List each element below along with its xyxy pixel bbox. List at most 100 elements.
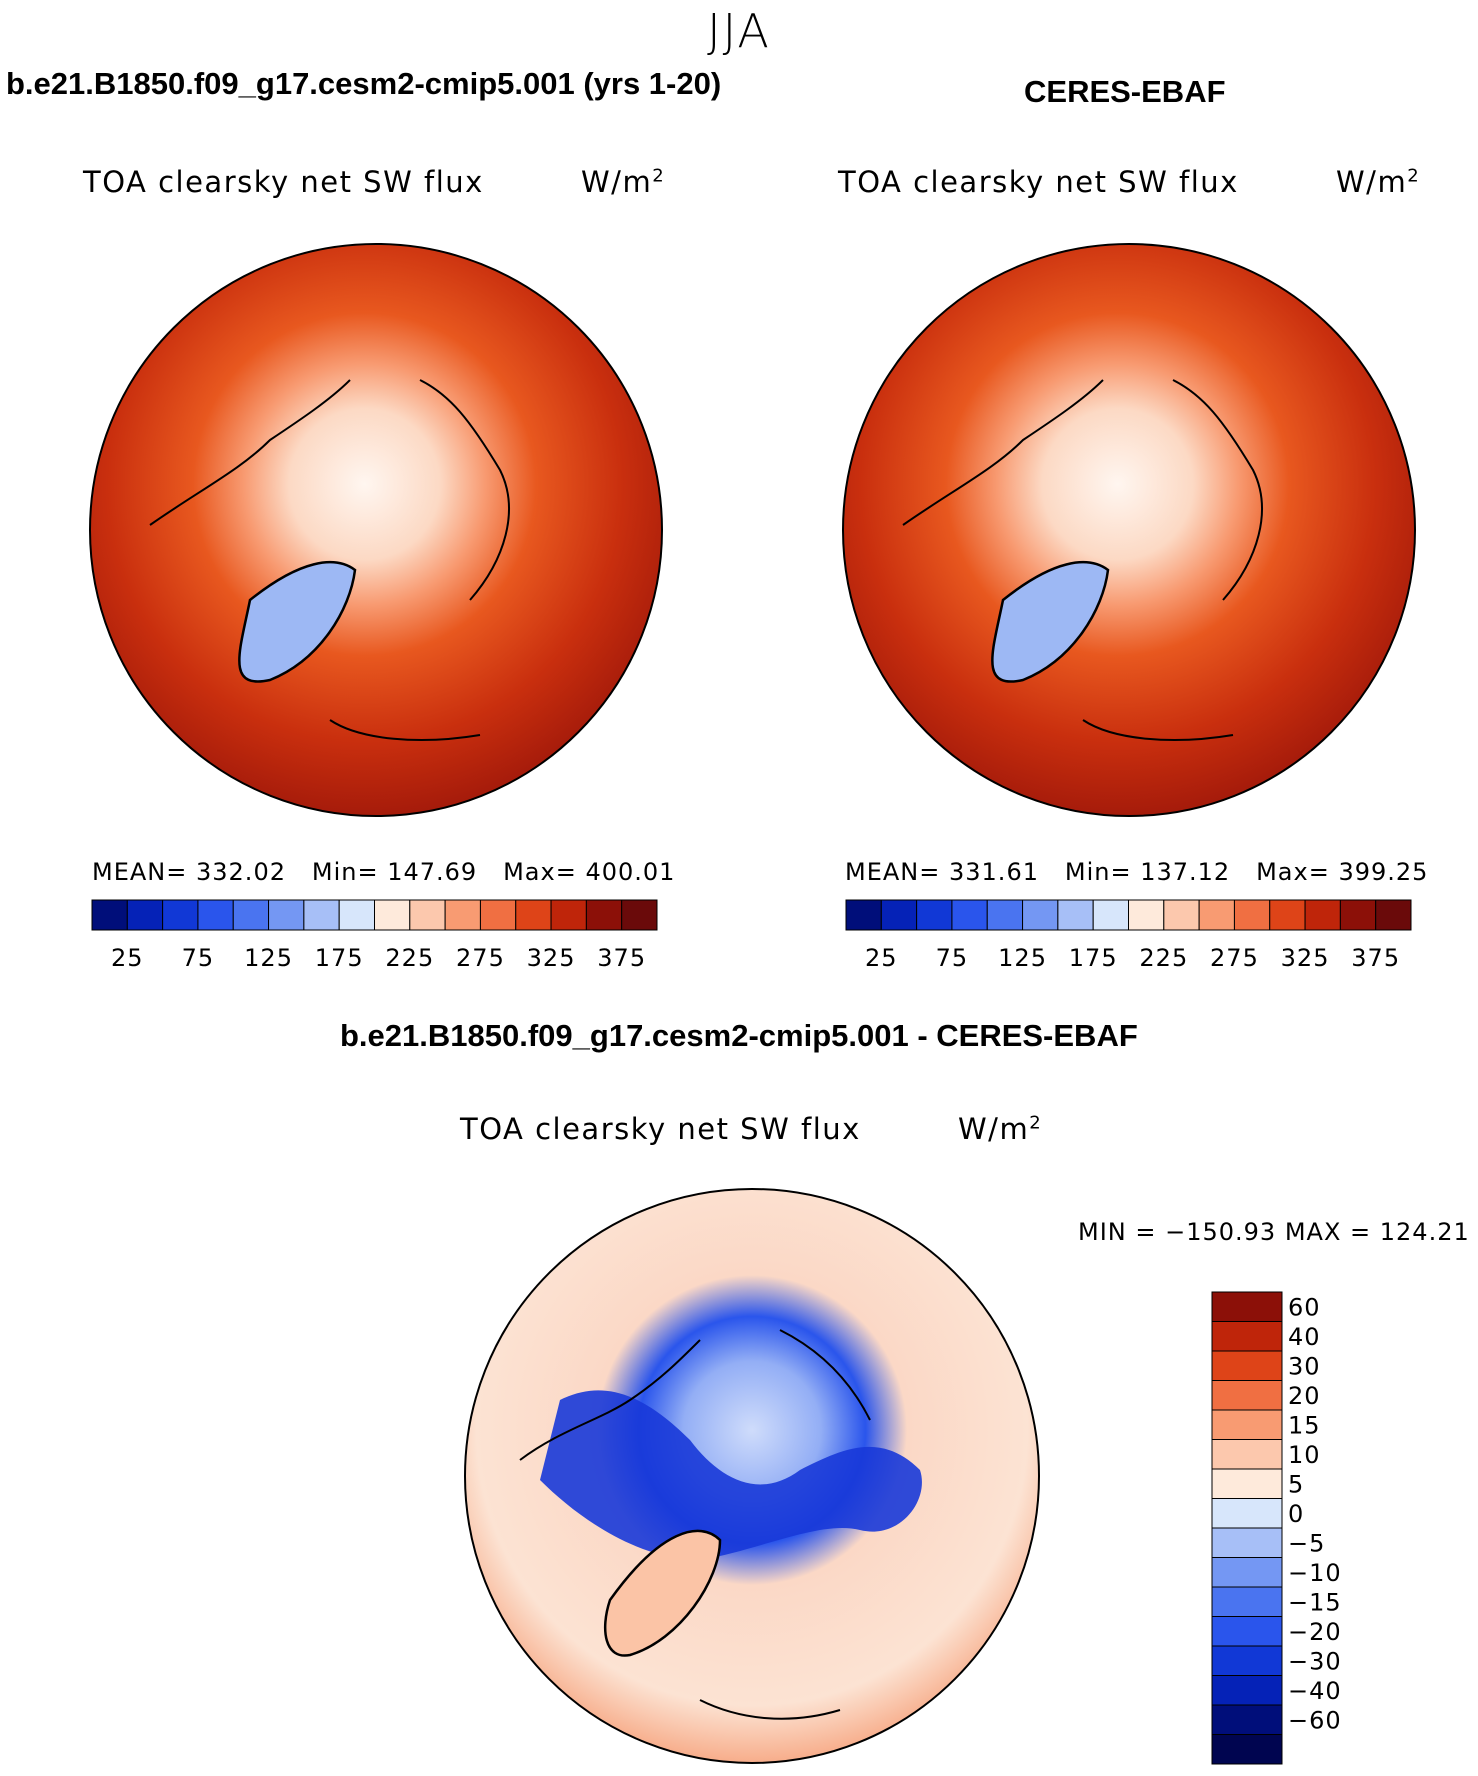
map-diff-coast	[519, 1329, 871, 1720]
colorbar-diff-swatch	[1211, 1616, 1283, 1647]
colorbar-diff-tick-label: −15	[1288, 1589, 1342, 1617]
map-obs-coast	[902, 379, 1263, 741]
colorbar-model-tick-label: 375	[597, 944, 646, 972]
colorbar-obs-tick-label: 25	[865, 944, 898, 972]
colorbar-obs-tick-label: 75	[936, 944, 969, 972]
colorbar-diff-swatch	[1211, 1675, 1283, 1706]
map-diff-blue-region	[540, 1390, 922, 1560]
colorbar-obs-swatch	[1022, 899, 1059, 931]
units-label-obs: W/m2	[1336, 165, 1421, 199]
colorbar-diff-swatch	[1211, 1409, 1283, 1440]
colorbar-diff-tick-label: 40	[1288, 1323, 1321, 1351]
colorbar-model-swatch	[338, 899, 375, 931]
colorbar-diff-swatch	[1211, 1527, 1283, 1558]
colorbar-obs-swatch	[1375, 899, 1412, 931]
colorbar-obs-swatch	[1233, 899, 1271, 931]
map-model	[89, 243, 663, 817]
map-model-greenland	[238, 560, 357, 683]
colorbar-model-swatch	[550, 899, 587, 931]
colorbar-diff-tick-label: −60	[1288, 1707, 1342, 1735]
colorbar-diff-tick-label: −5	[1288, 1530, 1325, 1558]
colorbar-diff-swatch	[1211, 1468, 1283, 1499]
colorbar-diff-swatch	[1211, 1350, 1283, 1381]
colorbar-obs-tick-label: 275	[1210, 944, 1259, 972]
panel-title-obs: CERES-EBAF	[1024, 74, 1226, 109]
colorbar-diff-swatch	[1211, 1704, 1283, 1735]
map-model-field	[89, 243, 663, 817]
colorbar-diff-tick-label: 5	[1288, 1471, 1304, 1499]
variable-label-model: TOA clearsky net SW flux	[83, 165, 484, 199]
colorbar-obs-swatch	[1269, 899, 1306, 931]
colorbar-obs-swatch	[1304, 899, 1341, 931]
map-model-coast	[149, 379, 510, 741]
colorbar-obs-swatch	[1198, 899, 1235, 931]
colorbar-diff-swatch	[1211, 1380, 1283, 1411]
colorbar-model-swatch	[409, 899, 446, 931]
units-label-model: W/m2	[581, 165, 666, 199]
colorbar-model-tick-label: 75	[182, 944, 215, 972]
colorbar-model-tick-label: 225	[385, 944, 434, 972]
colorbar-model-tick-label: 175	[315, 944, 364, 972]
colorbar-diff-tick-label: 30	[1288, 1353, 1321, 1381]
colorbar-model-swatch	[232, 899, 270, 931]
colorbar-model-swatch	[162, 899, 199, 931]
season-title: JJA	[707, 4, 771, 58]
colorbar-model-tick-label: 25	[111, 944, 144, 972]
colorbar-diff-swatch	[1211, 1321, 1283, 1352]
colorbar-obs-swatch	[916, 899, 953, 931]
colorbar-model-tick-label: 275	[456, 944, 505, 972]
colorbar-obs-tick-label: 325	[1281, 944, 1330, 972]
map-obs-field	[842, 243, 1416, 817]
colorbar-model-swatch	[444, 899, 481, 931]
colorbar-obs-swatch	[1092, 899, 1129, 931]
colorbar-model-swatch	[303, 899, 340, 931]
colorbar-obs: 25 75 125 175 225 275 325 375	[845, 899, 1412, 972]
colorbar-obs-swatch	[845, 899, 882, 931]
colorbar-diff-tick-label: −40	[1288, 1677, 1342, 1705]
colorbar-diff-swatch	[1211, 1291, 1283, 1322]
colorbar-model-swatch	[479, 899, 517, 931]
colorbar-diff-swatch	[1211, 1586, 1283, 1617]
colorbar-diff-swatch	[1211, 1439, 1283, 1470]
units-label-diff: W/m2	[958, 1112, 1043, 1146]
colorbar-obs-swatch	[1057, 899, 1094, 931]
colorbar-obs-swatch	[1128, 899, 1165, 931]
colorbar-model-swatch	[197, 899, 234, 931]
colorbar-obs-swatch	[880, 899, 918, 931]
colorbar-diff-swatch	[1211, 1557, 1283, 1588]
colorbar-model-tick-label: 325	[527, 944, 576, 972]
colorbar-obs-tick-label: 375	[1351, 944, 1400, 972]
colorbar-diff-tick-label: −30	[1288, 1648, 1342, 1676]
variable-label-obs: TOA clearsky net SW flux	[838, 165, 1239, 199]
panel-title-model: b.e21.B1850.f09_g17.cesm2-cmip5.001 (yrs…	[6, 66, 722, 101]
colorbar-model-swatch	[585, 899, 623, 931]
colorbar-diff-tick-label: 15	[1288, 1412, 1321, 1440]
colorbar-diff-tick-label: −10	[1288, 1559, 1342, 1587]
stats-model: MEAN= 332.02 Min= 147.69 Max= 400.01	[92, 858, 676, 886]
colorbar-model: 25 75 125 175 225 275 325 375	[91, 899, 658, 972]
colorbar-diff-tick-label: 60	[1288, 1294, 1321, 1322]
colorbar-diff-swatch	[1211, 1645, 1283, 1676]
colorbar-obs-swatch	[986, 899, 1024, 931]
panel-title-diff: b.e21.B1850.f09_g17.cesm2-cmip5.001 - CE…	[340, 1018, 1138, 1053]
colorbar-model-swatch	[621, 899, 658, 931]
colorbar-obs-swatch	[1339, 899, 1377, 931]
colorbar-obs-swatch	[1163, 899, 1200, 931]
map-diff-greenland	[603, 1529, 722, 1657]
map-obs-greenland	[991, 560, 1110, 683]
colorbar-diff-tick-label: −20	[1288, 1618, 1342, 1646]
colorbar-obs-swatch	[951, 899, 988, 931]
variable-label-diff: TOA clearsky net SW flux	[460, 1112, 861, 1146]
stats-obs: MEAN= 331.61 Min= 137.12 Max= 399.25	[845, 858, 1429, 886]
colorbar-model-tick-label: 125	[244, 944, 293, 972]
map-obs	[842, 243, 1416, 817]
colorbar-diff-tick-label: 20	[1288, 1382, 1321, 1410]
diff-minmax: MIN = −150.93 MAX = 124.21	[1078, 1218, 1470, 1246]
colorbar-model-swatch	[126, 899, 164, 931]
colorbar-model-swatch	[374, 899, 411, 931]
colorbar-diff-tick-label: 0	[1288, 1500, 1304, 1528]
colorbar-model-swatch	[91, 899, 128, 931]
colorbar-diff-swatch	[1211, 1498, 1283, 1529]
